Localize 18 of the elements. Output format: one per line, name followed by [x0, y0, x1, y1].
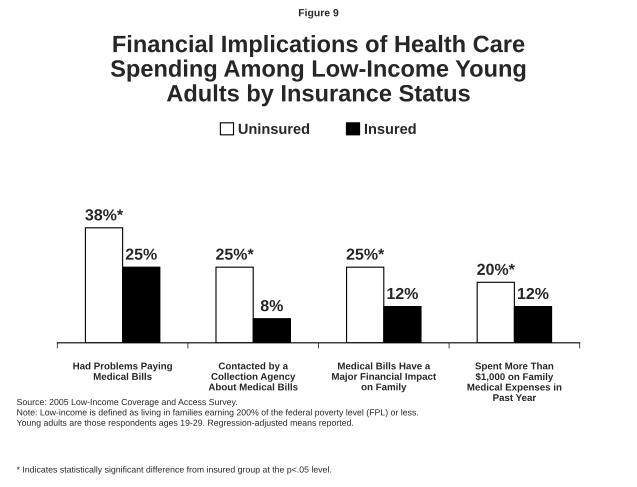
data-label: 8%	[260, 300, 283, 312]
data-label: 25%	[126, 248, 157, 260]
x-tick-label: Contacted by a Collection Agency About Medical Bills	[208, 362, 298, 390]
caption: Figure 9	[298, 8, 338, 19]
source-note: Source: 2005 Low-Income Coverage and Access Survey. Note: Low-income is defined as living in families earning 200% of the federal poverty level (FPL) or less. Young adults are those respondents ages 19-29. Regression-adjusted means reported.	[16, 398, 418, 428]
x-tick-label: Medical Bills Have a Major Financial Impact on Family	[332, 362, 436, 392]
data-label: 20%*	[477, 264, 515, 275]
legend-label: Insured	[364, 123, 416, 134]
x-tick-label: Spent More Than $1,000 on Family Medical Expenses in Past Year	[467, 362, 562, 402]
chart-title: Financial Implications of Health Care Spending Among Low-Income Young Adults by Insurance Status	[110, 34, 526, 106]
data-label: 25%*	[216, 248, 254, 260]
text: * Indicates statistically significant difference from insured group at the p<.05 level.	[16, 466, 332, 474]
data-label: 12%	[387, 288, 418, 300]
legend-label: Uninsured	[238, 123, 310, 134]
x-tick-label: Had Problems Paying Medical Bills	[73, 362, 172, 380]
data-label: 25%*	[346, 248, 384, 260]
data-label: 38%*	[85, 209, 124, 221]
data-label: 12%	[518, 288, 549, 300]
